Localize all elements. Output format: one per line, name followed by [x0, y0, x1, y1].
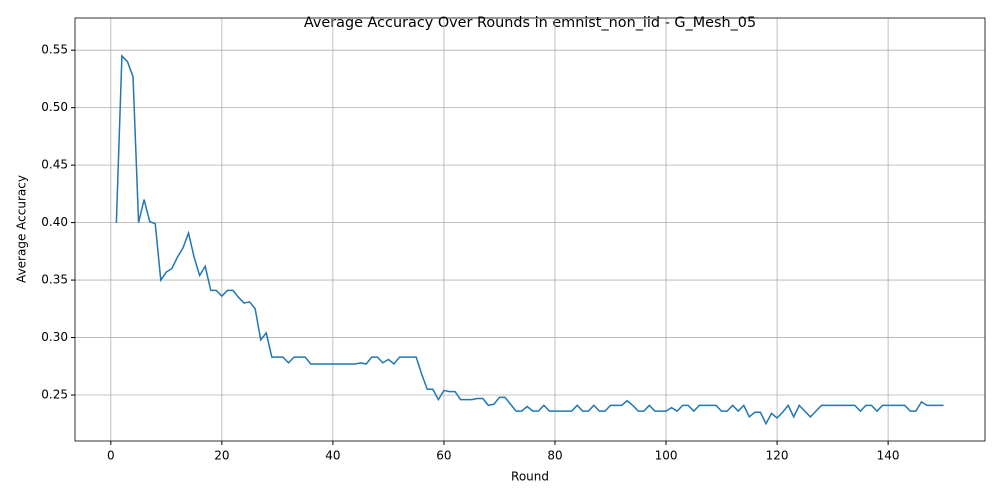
x-tick-label: 0	[107, 449, 115, 463]
y-tick-label: 0.55	[41, 43, 68, 57]
x-tick-label: 60	[436, 449, 451, 463]
y-tick-label: 0.25	[41, 388, 68, 402]
x-tick-label: 140	[877, 449, 900, 463]
x-tick-label: 100	[655, 449, 678, 463]
y-tick-label: 0.45	[41, 158, 68, 172]
y-tick-label: 0.40	[41, 215, 68, 229]
x-tick-label: 80	[547, 449, 562, 463]
data-line	[115, 54, 944, 426]
x-tick-label: 40	[325, 449, 340, 463]
chart-title: Average Accuracy Over Rounds in emnist_n…	[304, 15, 756, 31]
x-tick-label: 120	[766, 449, 789, 463]
y-axis-label: Average Accuracy	[15, 175, 29, 283]
plot-frame	[74, 17, 986, 442]
x-tick-label: 20	[214, 449, 229, 463]
y-tick-label: 0.50	[41, 100, 68, 114]
y-tick-label: 0.30	[41, 330, 68, 344]
y-tick-label: 0.35	[41, 273, 68, 287]
x-axis-label: Round	[511, 470, 549, 484]
